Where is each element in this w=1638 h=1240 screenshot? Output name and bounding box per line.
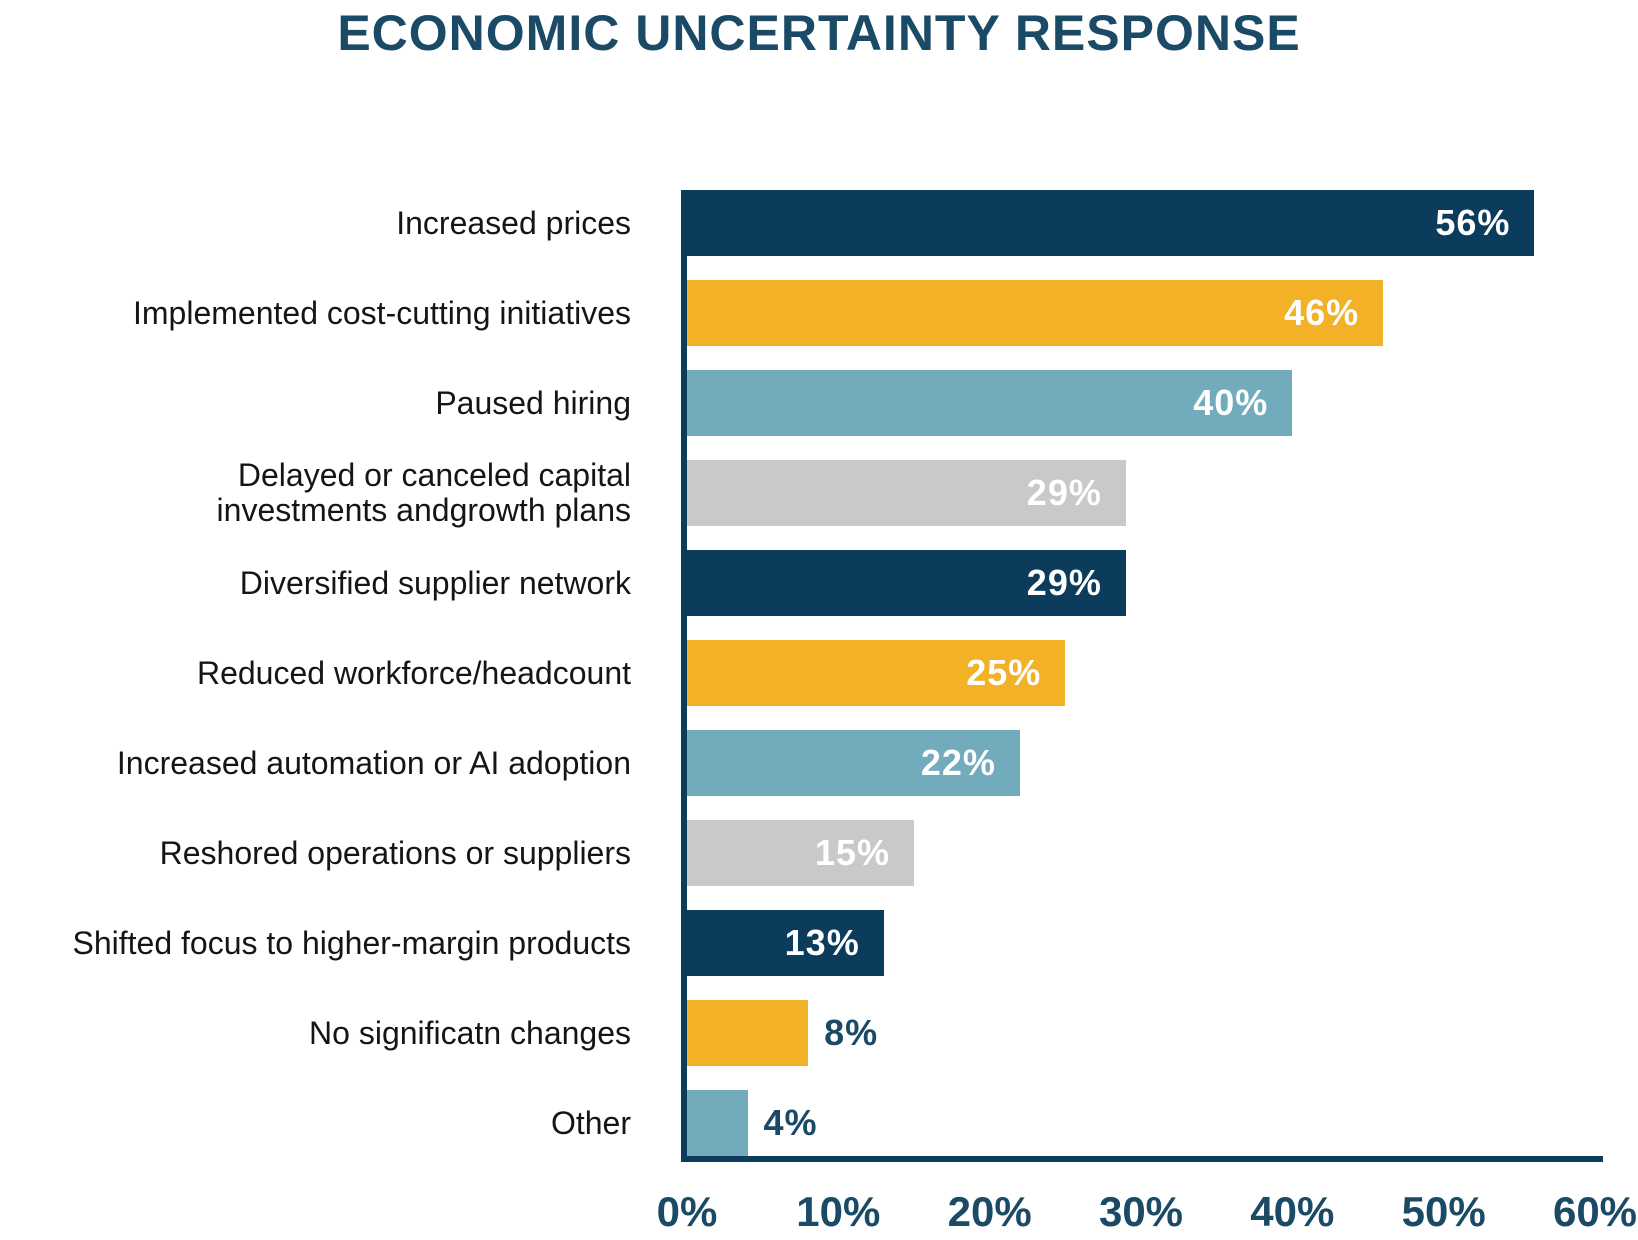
bar-track: 8% — [687, 1000, 1595, 1066]
bar-row: Increased automation or AI adoption 22% — [0, 730, 1595, 796]
bar — [687, 1000, 809, 1066]
bar-row: Shifted focus to higher-margin products 1… — [0, 910, 1595, 976]
bar-rows: Increased prices 56% Implemented cost-cutt… — [0, 190, 1595, 1180]
bar: 56% — [687, 190, 1535, 256]
x-axis-tick: 30% — [1098, 1188, 1184, 1235]
value-label: 13% — [784, 922, 860, 963]
value-label: 8% — [824, 1012, 879, 1053]
bar: 40% — [687, 370, 1293, 436]
x-axis-tick: 20% — [947, 1188, 1032, 1235]
chart-title-bold: RESPONSE — [1014, 5, 1301, 61]
category-label: Shifted focus to higher-margin products — [72, 924, 631, 961]
value-label: 22% — [920, 742, 996, 783]
x-axis-tick: 10% — [796, 1188, 881, 1235]
bar-track: 29% — [687, 460, 1595, 526]
category-label: No significatn changes — [309, 1014, 631, 1051]
bar-track: 46% — [687, 280, 1595, 346]
category-label: Reduced workforce/headcount — [196, 654, 631, 691]
bar — [687, 1090, 748, 1156]
x-axis: 0% 10% 20% 30% 40% 50% 60% — [657, 1188, 1637, 1238]
bar: 29% — [687, 460, 1126, 526]
value-label: 29% — [1026, 562, 1102, 603]
category-label: Reshored operations or suppliers — [159, 834, 631, 871]
bar-track: 40% — [687, 370, 1595, 436]
y-axis-line — [681, 190, 687, 1162]
chart-title: ECONOMIC UNCERTAINTY RESPONSE — [0, 4, 1638, 62]
category-label: Diversified supplier network — [239, 564, 631, 601]
bar-track: 29% — [687, 550, 1595, 616]
value-label: 25% — [966, 652, 1042, 693]
bar-track: 4% — [687, 1090, 1595, 1156]
bar: 15% — [687, 820, 914, 886]
bar-track: 56% — [687, 190, 1595, 256]
bar-row: Reduced workforce/headcount 25% — [0, 640, 1595, 706]
bar-row: Delayed or canceled capital investments … — [0, 457, 1595, 528]
value-label: 56% — [1435, 202, 1511, 243]
bar-row: No significatn changes 8% — [0, 1000, 1595, 1066]
category-label: Increased automation or AI adoption — [116, 744, 631, 781]
bar-row: Increased prices 56% — [0, 190, 1595, 256]
bar-row: Diversified supplier network 29% — [0, 550, 1595, 616]
bar: 22% — [687, 730, 1020, 796]
bar-row: Reshored operations or suppliers 15% — [0, 820, 1595, 886]
bar-track: 25% — [687, 640, 1595, 706]
bar-track: 13% — [687, 910, 1595, 976]
bar: 13% — [687, 910, 884, 976]
bar-row: Paused hiring 40% — [0, 370, 1595, 436]
bar-track: 15% — [687, 820, 1595, 886]
value-label: 40% — [1193, 382, 1269, 423]
x-axis-line — [681, 1156, 1603, 1162]
category-label: Delayed or canceled capital investments … — [216, 457, 631, 528]
value-label: 4% — [763, 1102, 818, 1143]
bar-chart: Increased prices 56% Implemented cost-cutt… — [0, 190, 1638, 1240]
x-axis-tick: 0% — [656, 1188, 718, 1235]
x-axis-tick: 50% — [1401, 1188, 1486, 1235]
x-axis-tick: 40% — [1250, 1188, 1335, 1235]
bar: 25% — [687, 640, 1066, 706]
value-label: 29% — [1026, 472, 1102, 513]
value-label: 46% — [1284, 292, 1360, 333]
category-label: Other — [550, 1104, 631, 1141]
x-axis-tick: 60% — [1552, 1188, 1638, 1235]
chart-title-regular: ECONOMIC UNCERTAINTY — [337, 5, 1000, 61]
bar: 46% — [687, 280, 1384, 346]
category-label: Paused hiring — [435, 384, 631, 421]
bar-track: 22% — [687, 730, 1595, 796]
category-label: Increased prices — [396, 204, 631, 241]
bar: 29% — [687, 550, 1126, 616]
value-label: 15% — [814, 832, 890, 873]
bar-row: Implemented cost-cutting initiatives 46% — [0, 280, 1595, 346]
bar-row: Other 4% — [0, 1090, 1595, 1156]
category-label: Implemented cost-cutting initiatives — [133, 294, 631, 331]
